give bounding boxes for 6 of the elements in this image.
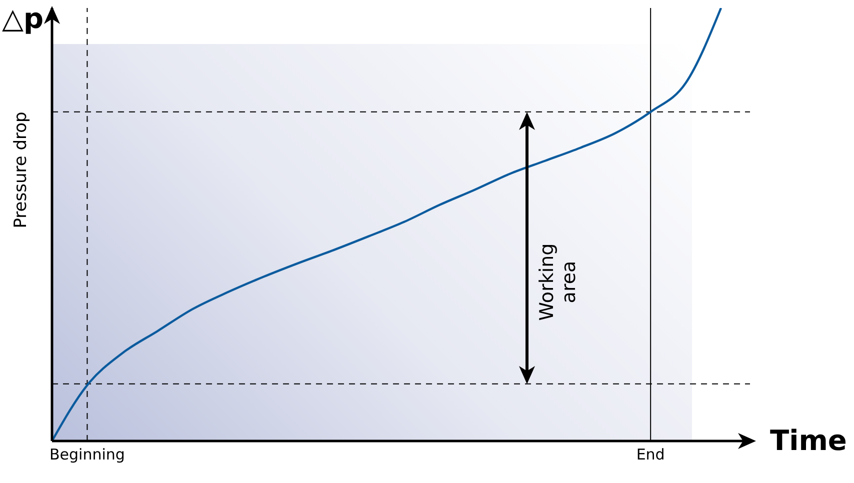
annotation: Working area: [536, 242, 580, 323]
y-axis-title: Pressure drop: [11, 112, 31, 228]
x-axis-title: Time: [770, 424, 847, 457]
x-tick-label: End: [636, 446, 665, 464]
x-tick-label: Beginning: [50, 446, 125, 464]
chart-title: △p: [2, 2, 44, 35]
